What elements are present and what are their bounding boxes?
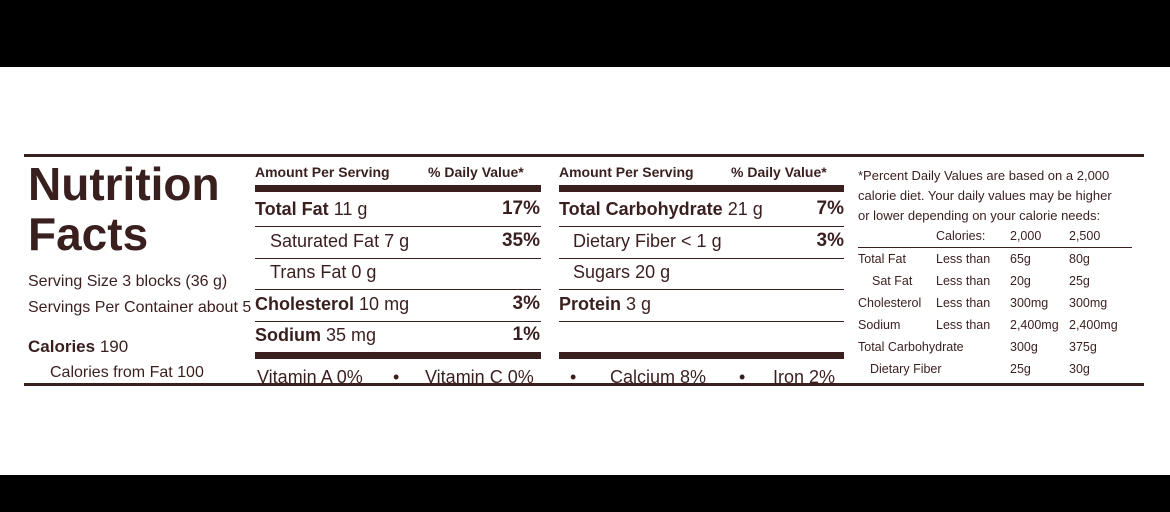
col2-amount-header: Amount Per Serving [559,164,694,180]
col1-amount-header: Amount Per Serving [255,164,390,180]
dv-row-nutrient: Sat Fat [872,274,913,288]
sugars-label: Sugars [573,262,631,282]
serving-size: Serving Size 3 blocks (36 g) [28,273,228,290]
col2-row-sugars: Sugars 20 g [573,262,670,283]
dv-row-2500: 375g [1069,340,1097,354]
total-carbohydrate-amount: 21 g [727,199,763,219]
dv-row-2000: 2,400mg [1010,318,1059,332]
cholesterol-dv: 3% [512,293,540,314]
dv-row-qualifier: Less than [936,318,991,332]
calcium-bullet: • [570,367,577,387]
col2-thick-rule-top [559,185,844,192]
dv-row-2500: 2,400mg [1069,318,1118,332]
footnote-line-1: *Percent Daily Values are based on a 2,0… [858,168,1110,183]
dv-row-2500: 25g [1069,274,1090,288]
label-background [0,67,1170,475]
col2-row-total-carbohydrate: Total Carbohydrate 21 g [559,199,763,220]
dietary-fiber-dv: 3% [816,230,844,251]
calories-value: 190 [99,337,129,356]
dv-row-2000: 20g [1010,274,1031,288]
protein-amount: 3 g [626,294,652,314]
col2-row-dietary-fiber: Dietary Fiber < 1 g [573,231,722,252]
total-fat-label: Total Fat [255,199,329,219]
dv-row-2000: 65g [1010,252,1031,266]
cholesterol-amount: 10 mg [359,294,410,314]
dv-row-qualifier: Less than [936,252,991,266]
col1-row-trans-fat: Trans Fat 0 g [270,262,376,283]
dv-table-rule [858,247,1132,248]
total-fat-dv: 17% [501,198,540,219]
col1-divider [255,321,541,322]
dv-row-qualifier: Less than [936,274,991,288]
sugars-amount: 20 g [635,262,671,282]
col1-row-sodium: Sodium 35 mg [255,325,376,346]
col2-row-protein: Protein 3 g [559,294,651,315]
dv-row-2000: 300mg [1010,296,1049,310]
protein-label: Protein [559,294,622,314]
title-nutrition: Nutrition [28,158,220,210]
dv-row-nutrient: Total Carbohydrate [858,340,964,354]
calcium: Calcium 8% [610,367,707,387]
dv-row-nutrient: Sodium [858,318,901,332]
saturated-fat-dv: 35% [501,230,540,251]
trans-fat-label: Trans Fat [270,262,347,282]
dietary-fiber-label: Dietary Fiber [573,231,677,251]
nutrition-facts-label: Nutrition Facts Serving Size 3 blocks (3… [24,154,1144,387]
dv-row-nutrient: Dietary Fiber [870,362,942,376]
calories-row: Calories 190 [28,337,128,357]
footnote-line-2: calorie diet. Your daily values may be h… [858,188,1112,203]
vitamin-c: Vitamin C 0% [425,367,534,387]
dietary-fiber-amount: < 1 g [681,231,722,251]
col2-divider [559,226,844,227]
sodium-dv: 1% [512,324,540,345]
saturated-fat-amount: 7 g [384,231,410,251]
col2-divider [559,321,844,322]
dv-row-2500: 30g [1069,362,1090,376]
sodium-amount: 35 mg [326,325,377,345]
saturated-fat-label: Saturated Fat [270,231,380,251]
total-fat-amount: 11 g [333,199,368,219]
dv-row-2000: 300g [1010,340,1038,354]
total-carbohydrate-label: Total Carbohydrate [559,199,723,219]
dv-row-nutrient: Total Fat [858,252,906,266]
title-facts: Facts [28,208,149,260]
footnote-line-3: or lower depending on your calorie needs… [858,208,1101,223]
dv-header-2000: 2,000 [1010,229,1042,243]
iron: Iron 2% [773,367,836,387]
dv-header-2500: 2,500 [1069,229,1101,243]
dv-row-nutrient: Cholesterol [858,296,922,310]
dv-row-2500: 80g [1069,252,1090,266]
sodium-label: Sodium [255,325,321,345]
vitamin-a: Vitamin A 0% [257,367,363,387]
col1-thick-rule-bottom [255,352,541,359]
total-carbohydrate-dv: 7% [816,198,844,219]
calories-label: Calories [28,337,96,356]
col1-row-saturated-fat: Saturated Fat 7 g [270,231,409,252]
col2-dv-header: % Daily Value* [731,164,827,180]
col2-thick-rule-bottom [559,352,844,359]
calories-from-fat: Calories from Fat 100 [50,364,204,381]
col1-divider [255,258,541,259]
dv-row-2000: 25g [1010,362,1031,376]
col1-divider [255,226,541,227]
dv-header-calories: Calories: [936,229,986,243]
servings-per-container: Servings Per Container about 5 [28,299,252,316]
col1-row-cholesterol: Cholesterol 10 mg [255,294,409,315]
trans-fat-amount: 0 g [351,262,377,282]
cholesterol-label: Cholesterol [255,294,355,314]
iron-bullet: • [739,367,746,387]
dv-row-2500: 300mg [1069,296,1108,310]
vitamin-bullet: • [393,367,400,387]
col1-divider [255,289,541,290]
dv-row-qualifier: Less than [936,296,991,310]
col2-divider [559,289,844,290]
col1-row-total-fat: Total Fat 11 g [255,199,367,220]
col2-divider [559,258,844,259]
col1-dv-header: % Daily Value* [428,164,524,180]
col1-thick-rule-top [255,185,541,192]
